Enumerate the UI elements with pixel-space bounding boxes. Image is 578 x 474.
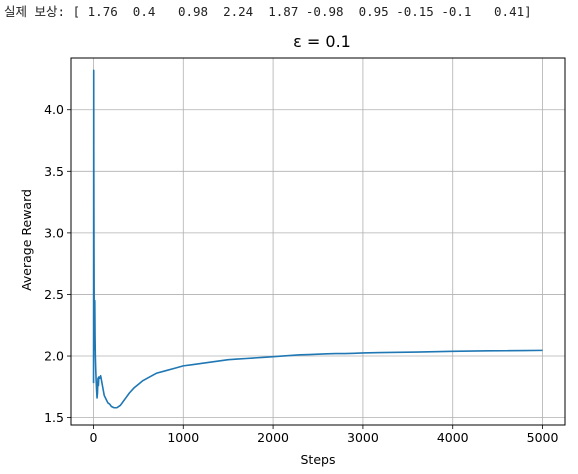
average-reward-line <box>92 69 543 409</box>
x-tick-label: 0 <box>89 430 97 445</box>
x-tick-label: 1000 <box>167 430 199 445</box>
y-tick-label: 3.5 <box>44 164 64 179</box>
grid-lines <box>71 58 565 425</box>
y-tick-label: 3.0 <box>44 225 64 240</box>
x-tick-label: 5000 <box>527 430 559 445</box>
chart-title: ε = 0.1 <box>293 32 351 51</box>
x-tick-label: 4000 <box>437 430 469 445</box>
y-tick-label: 2.0 <box>44 349 64 364</box>
output-array: [ 1.76 0.4 0.98 2.24 1.87 -0.98 0.95 -0.… <box>72 4 532 19</box>
y-tick-label: 4.0 <box>44 102 64 117</box>
x-axis-label: Steps <box>301 452 336 467</box>
printed-output: 실제 보상: [ 1.76 0.4 0.98 2.24 1.87 -0.98 0… <box>4 4 532 20</box>
axis-ticks: 0 1000 2000 3000 4000 5000 1.5 2.0 2.5 3.0 3.5 4.0 <box>44 102 558 445</box>
y-tick-label: 2.5 <box>44 287 64 302</box>
y-tick-label: 1.5 <box>44 410 64 425</box>
plot-frame <box>70 57 566 426</box>
x-tick-label: 3000 <box>347 430 379 445</box>
y-axis-label: Average Reward <box>19 189 34 291</box>
x-tick-label: 2000 <box>257 430 289 445</box>
series-layer <box>92 69 543 409</box>
output-label: 실제 보상: <box>4 4 66 19</box>
